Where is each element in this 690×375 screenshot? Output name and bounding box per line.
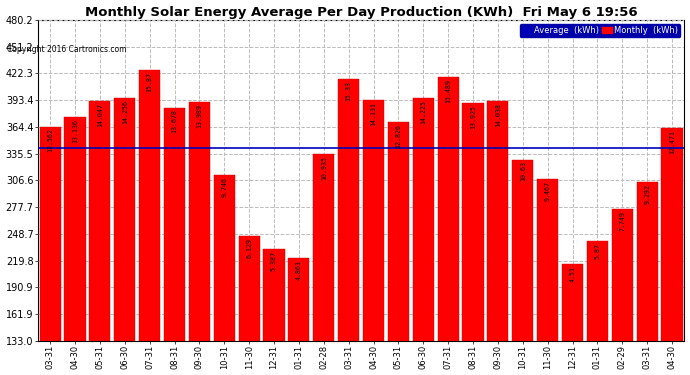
Text: 12.562: 12.562: [47, 129, 53, 153]
Text: 14.131: 14.131: [371, 102, 377, 126]
Text: 14.047: 14.047: [97, 103, 103, 127]
Text: 10.63: 10.63: [520, 162, 526, 182]
Text: 9.467: 9.467: [544, 181, 551, 201]
Title: Monthly Solar Energy Average Per Day Production (KWh)  Fri May 6 19:56: Monthly Solar Energy Average Per Day Pro…: [85, 6, 638, 18]
Text: 9.292: 9.292: [644, 184, 650, 204]
Text: 14.256: 14.256: [121, 100, 128, 124]
Bar: [388, 122, 409, 341]
Bar: [239, 236, 259, 341]
Text: 4.51: 4.51: [569, 266, 575, 282]
Bar: [437, 76, 459, 341]
Text: 15.33: 15.33: [346, 81, 352, 101]
Text: 12.471: 12.471: [669, 130, 675, 154]
Bar: [637, 183, 658, 341]
Bar: [537, 180, 558, 341]
Bar: [64, 117, 86, 341]
Text: 14.225: 14.225: [420, 100, 426, 124]
Bar: [512, 160, 533, 341]
Text: Copyright 2016 Cartronics.com: Copyright 2016 Cartronics.com: [7, 45, 126, 54]
Bar: [288, 258, 310, 341]
Text: 15.87: 15.87: [147, 72, 152, 92]
Bar: [413, 98, 434, 341]
Bar: [487, 102, 509, 341]
Text: 13.989: 13.989: [197, 104, 202, 128]
Bar: [39, 127, 61, 341]
Bar: [313, 154, 335, 341]
Text: 5.87: 5.87: [594, 243, 600, 259]
Text: 13.136: 13.136: [72, 119, 78, 143]
Bar: [612, 209, 633, 341]
Bar: [89, 101, 110, 341]
Text: 15.489: 15.489: [445, 78, 451, 102]
Text: 7.749: 7.749: [619, 211, 625, 231]
Bar: [363, 100, 384, 341]
Legend: Average  (kWh), Monthly  (kWh): Average (kWh), Monthly (kWh): [520, 24, 680, 37]
Bar: [562, 264, 583, 341]
Text: 13.678: 13.678: [172, 110, 177, 134]
Text: 6.129: 6.129: [246, 238, 252, 258]
Bar: [662, 128, 682, 341]
Bar: [214, 175, 235, 341]
Text: 13.925: 13.925: [470, 105, 476, 129]
Text: 4.861: 4.861: [296, 260, 302, 280]
Text: 9.746: 9.746: [221, 177, 227, 197]
Bar: [264, 249, 284, 341]
Bar: [164, 108, 185, 341]
Bar: [586, 241, 608, 341]
Text: 12.826: 12.826: [395, 124, 402, 148]
Text: 5.387: 5.387: [271, 251, 277, 271]
Bar: [189, 102, 210, 341]
Bar: [338, 80, 359, 341]
Text: 10.935: 10.935: [321, 156, 327, 180]
Bar: [115, 98, 135, 341]
Text: 14.038: 14.038: [495, 103, 501, 127]
Bar: [462, 104, 484, 341]
Bar: [139, 70, 160, 341]
